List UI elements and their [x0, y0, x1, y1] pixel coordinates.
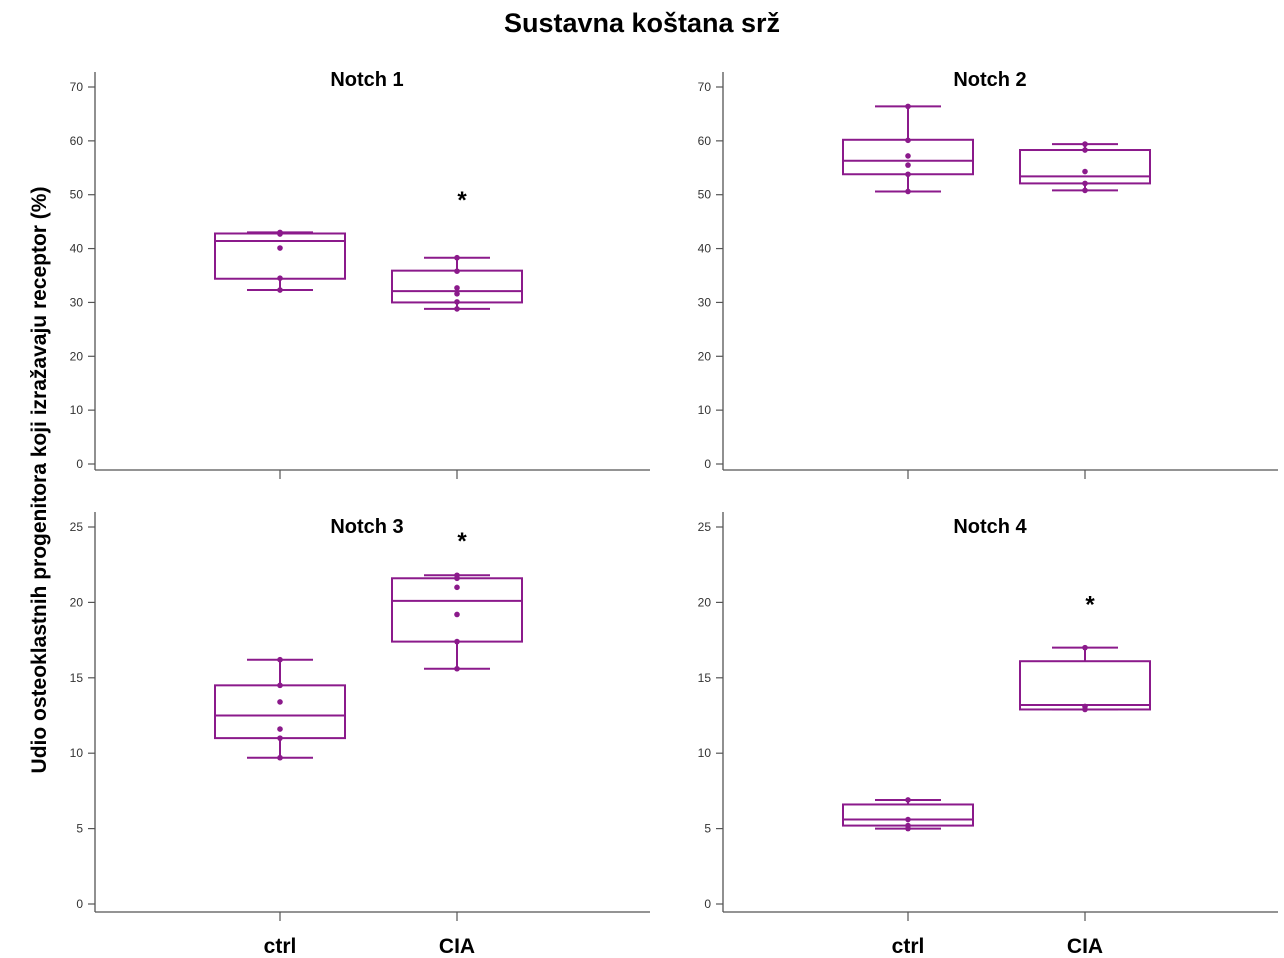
panel-title: Notch 4 [953, 516, 1027, 538]
y-tick-label: 60 [70, 134, 84, 148]
y-tick-label: 20 [698, 595, 712, 609]
data-point [277, 682, 283, 689]
y-tick-label: 10 [698, 403, 712, 417]
data-point [905, 797, 911, 803]
y-tick-label: 10 [698, 746, 712, 760]
data-point [1082, 644, 1088, 651]
box-ctrl [842, 103, 974, 195]
box-ctrl [842, 797, 974, 832]
y-tick-label: 5 [704, 822, 711, 836]
data-point [454, 254, 460, 261]
figure-title: Sustavna koštana srž [503, 8, 781, 38]
data-point [1082, 187, 1088, 194]
data-point [277, 287, 283, 293]
y-tick-label: 50 [70, 188, 84, 202]
data-point [454, 268, 460, 274]
data-point [454, 291, 460, 297]
y-tick-label: 20 [70, 595, 84, 609]
y-tick-label: 40 [70, 242, 84, 256]
box-cia: * [391, 187, 523, 312]
data-point [277, 229, 283, 236]
chart-panel-4: 0 5 10 15 20 25 ctrl CIA Notch 4 * [698, 512, 1278, 958]
y-tick-label: 0 [704, 897, 711, 911]
y-tick-label: 60 [698, 134, 712, 148]
data-point [454, 285, 460, 291]
x-tick-label-ctrl: ctrl [892, 935, 925, 958]
data-point [277, 699, 283, 705]
data-point [277, 245, 283, 251]
data-point [905, 153, 911, 159]
data-point [905, 816, 911, 823]
data-point [277, 735, 283, 741]
data-point [1082, 141, 1088, 147]
y-tick-label: 30 [698, 295, 712, 309]
data-point [454, 306, 460, 312]
data-point [905, 188, 911, 195]
y-tick-label: 10 [70, 403, 84, 417]
box-ctrl [214, 229, 346, 293]
y-tick-label: 25 [70, 520, 84, 534]
data-point [1082, 147, 1088, 153]
y-tick-label: 10 [70, 746, 84, 760]
y-tick-label: 40 [698, 242, 712, 256]
box-ctrl [214, 656, 346, 761]
y-tick-label: 30 [70, 295, 84, 309]
y-tick-label: 0 [76, 457, 83, 471]
chart-panel-2: 0 10 20 30 40 50 60 70 Notch 2 [698, 69, 1278, 479]
data-point [905, 171, 911, 178]
iqr-box [842, 803, 974, 827]
data-point [277, 275, 283, 281]
data-point [277, 726, 283, 732]
y-tick-label: 0 [76, 897, 83, 911]
y-tick-label: 70 [698, 80, 712, 94]
significance-marker: * [1085, 591, 1095, 618]
data-point [1082, 180, 1088, 187]
data-point [905, 137, 911, 144]
data-point [1082, 703, 1088, 710]
box-cia [1019, 141, 1151, 194]
y-tick-label: 50 [698, 188, 712, 202]
data-point [454, 584, 460, 591]
data-point [905, 162, 911, 168]
panel-title: Notch 2 [953, 69, 1026, 91]
y-tick-label: 25 [698, 520, 712, 534]
y-tick-label: 15 [70, 671, 84, 685]
chart-panel-1: 0 10 20 30 40 50 60 70 Notch 1 * [70, 69, 650, 479]
y-tick-label: 15 [698, 671, 712, 685]
y-tick-label: 0 [704, 457, 711, 471]
significance-marker: * [457, 187, 467, 214]
y-tick-label: 5 [76, 822, 83, 836]
x-tick-label-cia: CIA [439, 935, 475, 958]
data-point [277, 656, 283, 663]
y-tick-label: 70 [70, 80, 84, 94]
y-tick-label: 20 [70, 349, 84, 363]
data-point [454, 572, 460, 579]
x-tick-label-ctrl: ctrl [264, 935, 297, 958]
chart-panel-3: 0 5 10 15 20 25 ctrl CIA Notch 3 * [70, 512, 650, 958]
box-cia: * [391, 528, 523, 672]
data-point [905, 822, 911, 829]
panel-title: Notch 3 [330, 516, 403, 538]
iqr-box [1019, 660, 1151, 711]
significance-marker: * [457, 528, 467, 555]
data-point [905, 103, 911, 110]
data-point [277, 754, 283, 761]
iqr-box [1019, 149, 1151, 185]
y-tick-label: 20 [698, 349, 712, 363]
panel-title: Notch 1 [330, 69, 403, 91]
box-cia: * [1019, 591, 1151, 713]
data-point [454, 665, 460, 672]
x-tick-label-cia: CIA [1067, 935, 1103, 958]
data-point [454, 299, 460, 305]
data-point [454, 611, 460, 618]
data-point [1082, 168, 1088, 175]
data-point [454, 638, 460, 645]
